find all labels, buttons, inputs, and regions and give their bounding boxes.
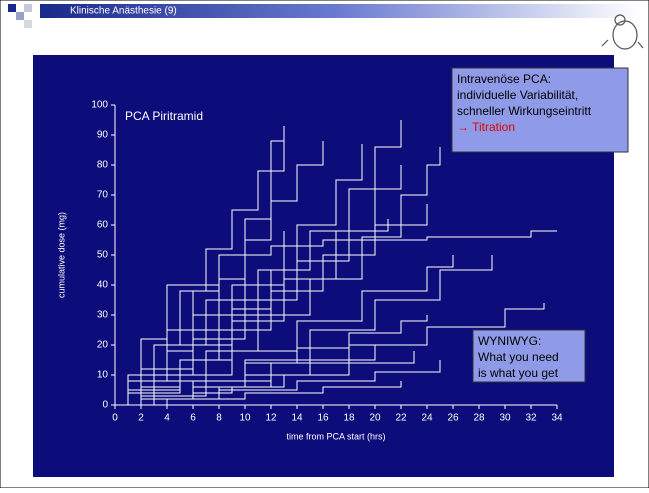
deco-square: [24, 20, 32, 28]
x-tick-label: 26: [447, 413, 459, 424]
x-axis-label: time from PCA start (hrs): [286, 431, 385, 441]
callout-line: is what you get: [478, 366, 559, 380]
x-tick-label: 2: [138, 413, 144, 424]
y-tick-label: 0: [102, 400, 108, 411]
x-tick-label: 28: [473, 413, 485, 424]
callout-highlight: → Titration: [457, 120, 515, 134]
y-axis-label: cumulative dose (mg): [56, 212, 66, 298]
page: Klinische Anästhesie (9) 024681012141618…: [0, 0, 649, 493]
x-tick-label: 16: [317, 413, 329, 424]
y-tick-label: 30: [97, 310, 109, 321]
x-tick-label: 14: [291, 413, 303, 424]
header-title: Klinische Anästhesie (9): [70, 6, 177, 17]
y-tick-label: 40: [97, 280, 109, 291]
y-tick-label: 90: [97, 130, 109, 141]
chart-title: PCA Piritramid: [125, 109, 203, 123]
x-tick-label: 12: [265, 413, 277, 424]
callout-line: What you need: [478, 350, 559, 364]
x-tick-label: 32: [525, 413, 537, 424]
y-tick-label: 10: [97, 370, 109, 381]
y-tick-label: 20: [97, 340, 109, 351]
x-tick-label: 8: [216, 413, 222, 424]
x-tick-label: 24: [421, 413, 433, 424]
x-tick-label: 30: [499, 413, 511, 424]
callout-line: WYNIWYG:: [478, 334, 541, 348]
deco-square: [8, 4, 16, 12]
x-tick-label: 34: [551, 413, 563, 424]
x-tick-label: 6: [190, 413, 196, 424]
x-tick-label: 18: [343, 413, 355, 424]
slide: Klinische Anästhesie (9) 024681012141618…: [0, 0, 649, 488]
x-tick-label: 22: [395, 413, 407, 424]
y-tick-label: 60: [97, 220, 109, 231]
callout-line: individuelle Variabilität,: [457, 88, 578, 102]
x-tick-label: 0: [112, 413, 118, 424]
y-tick-label: 70: [97, 190, 109, 201]
callout-line: Intravenöse PCA:: [457, 72, 551, 86]
x-tick-label: 4: [164, 413, 170, 424]
callout-line: schneller Wirkungseintritt: [457, 104, 592, 118]
y-tick-label: 100: [91, 100, 108, 111]
deco-square: [24, 4, 32, 12]
x-tick-label: 10: [239, 413, 251, 424]
deco-square: [16, 12, 24, 20]
y-tick-label: 80: [97, 160, 109, 171]
y-tick-label: 50: [97, 250, 109, 261]
x-tick-label: 20: [369, 413, 381, 424]
